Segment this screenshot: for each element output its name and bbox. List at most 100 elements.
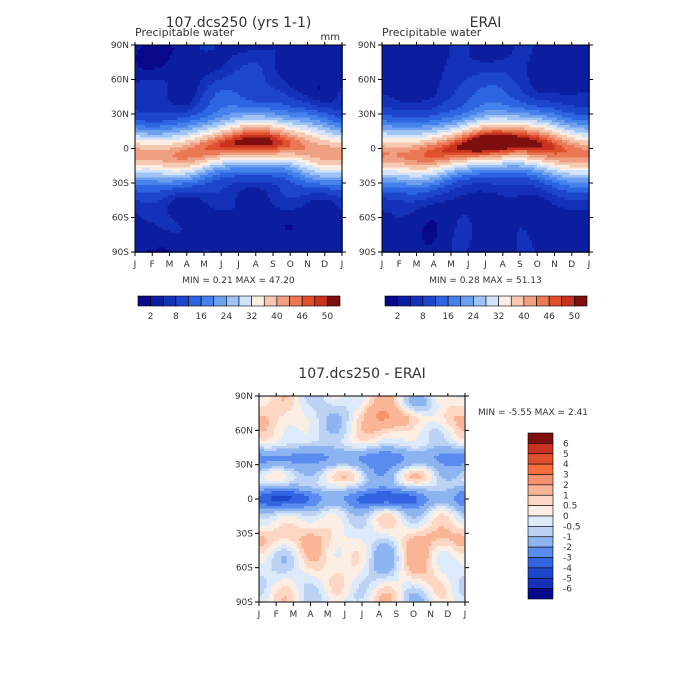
heatmap-cell: [384, 145, 413, 148]
heatmap-cell: [419, 446, 435, 449]
heatmap-cell: [135, 117, 178, 121]
heatmap-cell: [384, 210, 415, 213]
heatmap-cell: [562, 115, 590, 118]
heatmap-cell: [479, 130, 493, 133]
heatmap-cell: [404, 566, 410, 569]
heatmap-cell: [135, 100, 171, 103]
heatmap-cell: [409, 476, 422, 479]
heatmap-cell: [549, 175, 563, 178]
heatmap-cell: [341, 421, 347, 424]
heatmap-cell: [222, 135, 233, 138]
heatmap-cell: [135, 225, 158, 228]
heatmap-cell: [259, 523, 270, 527]
heatmap-cell: [321, 543, 330, 547]
heatmap-cell: [382, 242, 425, 246]
heatmap-cell: [276, 426, 287, 429]
heatmap-cell: [276, 591, 292, 594]
heatmap-cell: [346, 423, 352, 427]
x-tick-label: F: [397, 260, 402, 270]
heatmap-cell: [369, 568, 375, 572]
heatmap-cell: [340, 90, 343, 93]
heatmap-cell: [302, 92, 338, 96]
heatmap-cell: [329, 596, 347, 599]
heatmap-cell: [170, 55, 233, 58]
heatmap-cell: [382, 145, 385, 148]
heatmap-cell: [359, 501, 385, 504]
heatmap-cell: [331, 528, 345, 532]
heatmap-cell: [401, 561, 405, 564]
heatmap-cell: [409, 593, 420, 597]
colorbar-swatch: [263, 295, 278, 307]
heatmap-cell: [265, 190, 281, 193]
heatmap-cell: [429, 190, 450, 193]
heatmap-cell: [261, 493, 305, 497]
heatmap-cell: [382, 65, 445, 68]
heatmap-cell: [509, 95, 530, 98]
heatmap-cell: [459, 436, 465, 439]
heatmap-cell: [261, 468, 270, 472]
heatmap-cell: [542, 117, 558, 121]
heatmap-cell: [421, 428, 432, 432]
heatmap-cell: [406, 486, 455, 489]
heatmap-cell: [291, 551, 297, 554]
heatmap-cell: [364, 513, 372, 517]
heatmap-cell: [426, 468, 432, 472]
heatmap-cell: [135, 80, 141, 83]
heatmap-cell: [454, 235, 473, 238]
heatmap-cell: [210, 102, 283, 106]
heatmap-cell: [454, 227, 473, 231]
heatmap-cell: [351, 586, 360, 589]
heatmap-cell: [281, 503, 317, 507]
heatmap-cell: [356, 588, 367, 592]
heatmap-cell: [394, 561, 397, 564]
heatmap-cell: [457, 147, 508, 151]
heatmap-cell: [137, 62, 166, 66]
heatmap-cell: [517, 195, 540, 198]
heatmap-cell: [305, 107, 333, 111]
heatmap-cell: [334, 478, 355, 482]
heatmap-cell: [451, 546, 465, 549]
y-tick-label: 60S: [236, 564, 253, 574]
heatmap-cell: [504, 195, 518, 198]
heatmap-cell: [472, 222, 590, 226]
heatmap-cell: [356, 428, 362, 432]
heatmap-cell: [364, 593, 372, 597]
heatmap-cell: [135, 237, 343, 241]
heatmap-cell: [537, 165, 550, 168]
heatmap-cell: [366, 543, 372, 547]
heatmap-cell: [259, 471, 262, 474]
heatmap-cell: [140, 80, 166, 83]
heatmap-cell: [552, 142, 558, 146]
heatmap-cell: [404, 523, 425, 527]
heatmap-cell: [442, 145, 450, 148]
heatmap-cell: [452, 162, 468, 166]
colorbar-swatch: [473, 295, 487, 307]
heatmap-cell: [424, 426, 445, 429]
heatmap-cell: [259, 518, 277, 522]
heatmap-cell: [306, 416, 317, 419]
heatmap-cell: [366, 546, 372, 549]
heatmap-cell: [394, 556, 400, 559]
heatmap-cell: [135, 185, 193, 188]
heatmap-cell: [392, 107, 433, 111]
heatmap-cell: [461, 463, 465, 467]
heatmap-cell: [557, 117, 573, 121]
heatmap-cell: [310, 192, 328, 196]
heatmap-cell: [314, 408, 347, 412]
heatmap-cell: [324, 566, 365, 569]
heatmap-cell: [444, 147, 458, 151]
heatmap-cell: [404, 558, 407, 562]
heatmap-cell: [207, 87, 276, 91]
heatmap-cell: [210, 130, 221, 133]
heatmap-cell: [482, 150, 500, 153]
heatmap-cell: [514, 80, 530, 83]
heatmap-cell: [382, 127, 433, 131]
x-tick-label: M: [289, 610, 297, 620]
heatmap-cell: [406, 551, 430, 554]
heatmap-cell: [329, 583, 345, 587]
heatmap-cell: [346, 408, 357, 412]
heatmap-cell: [401, 598, 405, 602]
heatmap-cell: [459, 503, 465, 507]
heatmap-cell: [289, 538, 300, 542]
heatmap-cell: [300, 140, 311, 143]
